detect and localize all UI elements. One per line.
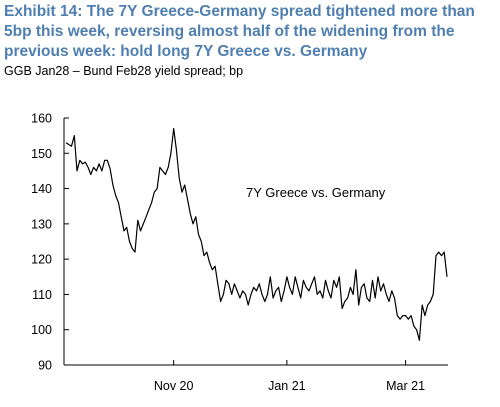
y-tick-label: 120 bbox=[31, 253, 52, 267]
y-tick-label: 160 bbox=[31, 112, 52, 126]
x-tick-label: Mar 21 bbox=[386, 379, 425, 393]
y-tick-label: 140 bbox=[31, 182, 52, 196]
y-tick-label: 110 bbox=[32, 288, 52, 302]
chart-title: Exhibit 14: The 7Y Greece-Germany spread… bbox=[4, 3, 475, 60]
y-tick-label: 150 bbox=[31, 147, 52, 161]
series-annotation: 7Y Greece vs. Germany bbox=[246, 185, 386, 200]
y-tick-label: 100 bbox=[31, 323, 52, 337]
y-tick-label: 130 bbox=[31, 217, 52, 231]
x-tick-label: Jan 21 bbox=[268, 379, 306, 393]
series-line bbox=[65, 128, 448, 341]
y-tick-label: 90 bbox=[38, 359, 52, 373]
x-tick-label: Nov 20 bbox=[154, 379, 194, 393]
chart-subtitle: GGB Jan28 – Bund Feb28 yield spread; bp bbox=[4, 64, 244, 78]
